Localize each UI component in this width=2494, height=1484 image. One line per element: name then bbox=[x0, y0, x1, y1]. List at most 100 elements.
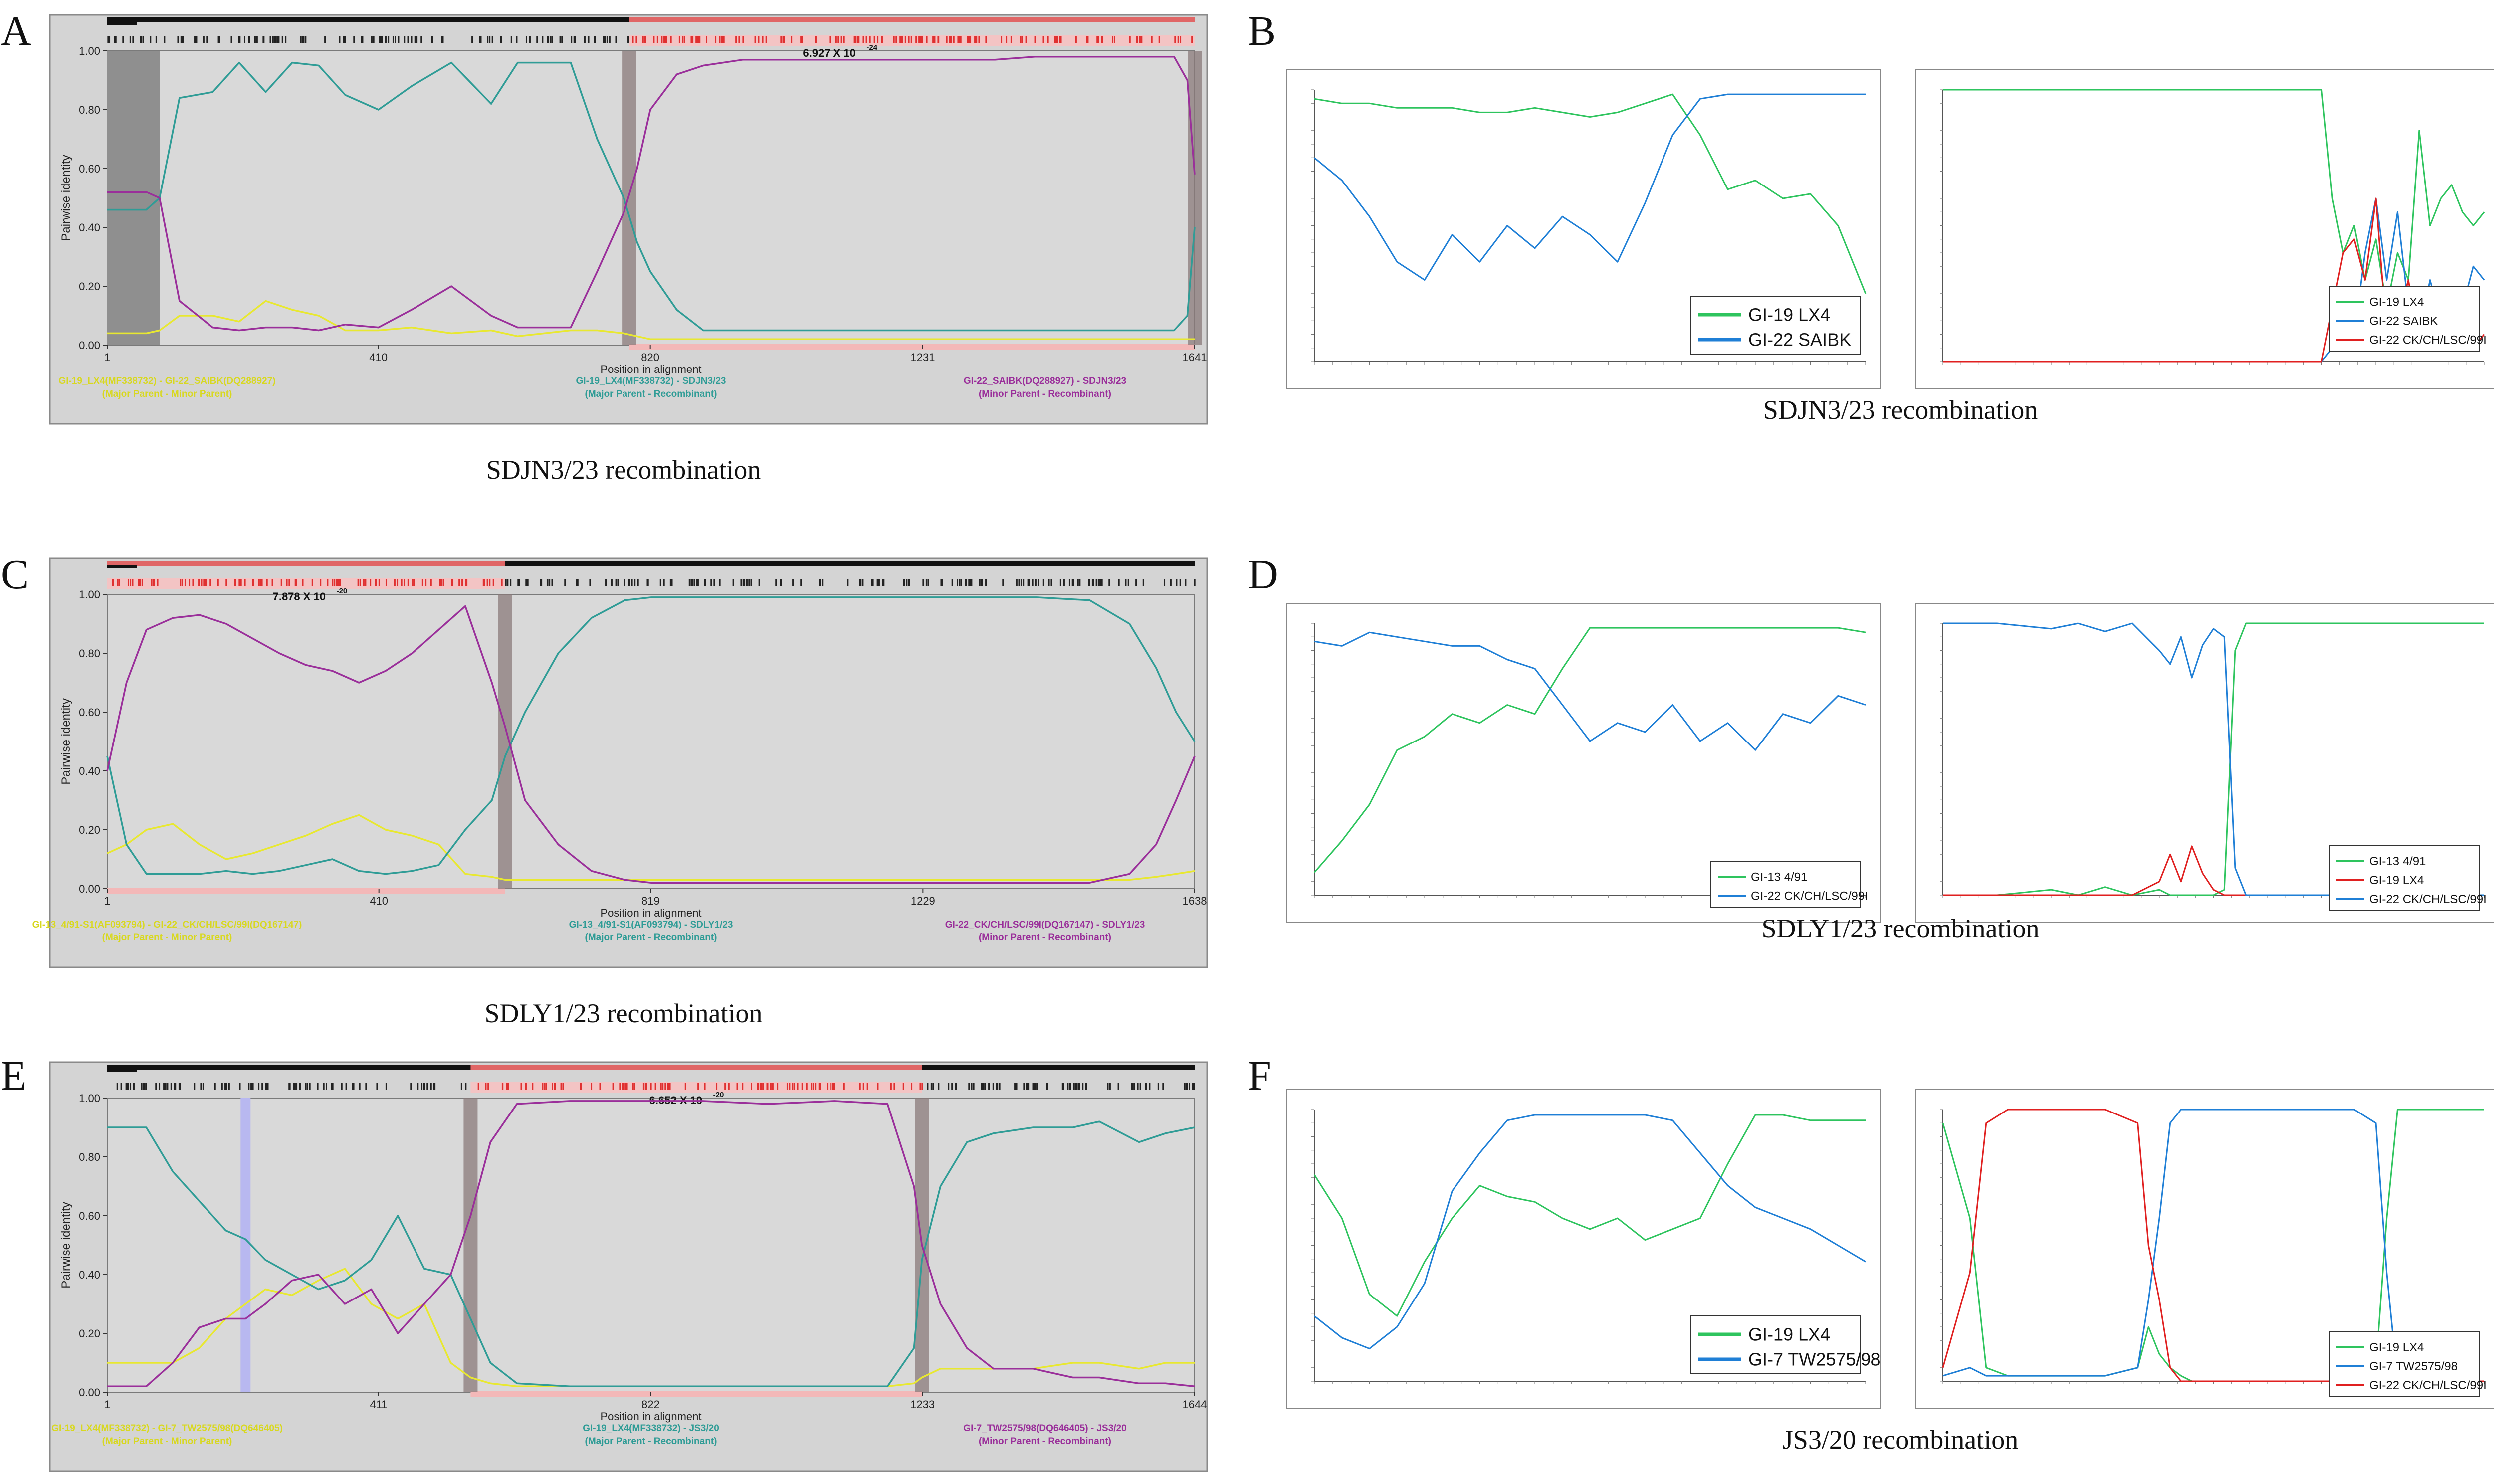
site-marker bbox=[695, 36, 697, 43]
series-line bbox=[1314, 93, 1866, 281]
series-line bbox=[1313, 627, 1866, 873]
breakpoint-band bbox=[1188, 51, 1202, 345]
y-tick-label: 0.20 bbox=[79, 824, 100, 836]
plot-area bbox=[107, 1098, 1195, 1393]
site-marker bbox=[561, 36, 563, 43]
site-marker bbox=[336, 579, 338, 586]
site-marker bbox=[480, 36, 482, 43]
recombinant-bottom-strip bbox=[629, 344, 1195, 350]
panel-caption: SDJN3/23 recombination bbox=[486, 455, 761, 485]
site-marker bbox=[466, 579, 468, 586]
p-value: 7.878 X 10 bbox=[273, 590, 326, 603]
legend-label: GI-22 SAIBK bbox=[1748, 330, 1851, 350]
site-marker bbox=[1133, 1083, 1135, 1090]
site-marker bbox=[950, 36, 952, 43]
site-marker bbox=[951, 579, 953, 586]
site-marker bbox=[1077, 1083, 1079, 1090]
site-marker bbox=[280, 579, 282, 586]
legend-label: GI-7 TW2575/98 bbox=[2369, 1360, 2458, 1373]
site-marker bbox=[615, 579, 617, 586]
site-marker bbox=[516, 36, 518, 43]
site-marker bbox=[416, 36, 418, 43]
site-marker bbox=[697, 579, 699, 586]
site-marker bbox=[754, 36, 756, 43]
site-marker bbox=[738, 36, 740, 43]
site-marker bbox=[627, 36, 629, 43]
site-marker bbox=[970, 36, 972, 43]
site-marker bbox=[204, 579, 206, 586]
site-marker bbox=[612, 1083, 614, 1090]
site-marker bbox=[414, 36, 416, 43]
site-marker bbox=[525, 579, 527, 586]
site-marker bbox=[1068, 579, 1070, 586]
site-marker bbox=[1085, 1083, 1087, 1090]
site-marker bbox=[1145, 1083, 1147, 1090]
site-marker bbox=[254, 36, 256, 43]
y-tick-label: 1.00 bbox=[79, 588, 100, 601]
site-marker bbox=[214, 1083, 216, 1090]
site-marker bbox=[1020, 579, 1022, 586]
site-marker bbox=[960, 36, 962, 43]
site-marker bbox=[194, 1083, 196, 1090]
site-marker bbox=[692, 36, 694, 43]
site-marker bbox=[981, 579, 983, 586]
site-marker bbox=[1047, 36, 1049, 43]
site-marker bbox=[549, 579, 551, 586]
panel-letter: B bbox=[1248, 8, 1276, 54]
site-marker bbox=[217, 36, 219, 43]
x-tick-label: 1638 bbox=[1183, 895, 1207, 907]
site-marker bbox=[783, 36, 785, 43]
site-marker bbox=[164, 36, 166, 43]
site-marker bbox=[599, 1083, 601, 1090]
site-marker bbox=[932, 36, 934, 43]
site-marker bbox=[244, 36, 246, 43]
site-marker bbox=[273, 36, 275, 43]
site-marker bbox=[895, 36, 897, 43]
site-marker bbox=[1125, 579, 1127, 586]
y-tick-label: 0.00 bbox=[79, 339, 100, 352]
site-marker bbox=[532, 1083, 534, 1090]
panel-letter: A bbox=[1, 8, 31, 54]
x-tick-label: 410 bbox=[370, 895, 388, 907]
site-marker bbox=[240, 579, 242, 586]
plot-area bbox=[107, 50, 1195, 346]
site-marker bbox=[696, 579, 698, 586]
site-marker bbox=[976, 36, 978, 43]
site-marker bbox=[421, 1083, 423, 1090]
site-marker bbox=[1179, 579, 1181, 586]
y-tick-label: 0.20 bbox=[79, 280, 100, 293]
site-marker bbox=[337, 579, 339, 586]
recombinant-strip bbox=[107, 578, 505, 589]
site-marker bbox=[940, 579, 942, 586]
legend-entry: GI-22_CK/CH/LSC/99I(DQ167147) - SDLY1/23 bbox=[945, 920, 1145, 930]
site-marker bbox=[129, 36, 131, 43]
site-marker bbox=[296, 1083, 298, 1090]
y-tick-label: 0.60 bbox=[79, 1210, 100, 1222]
site-marker bbox=[487, 1083, 489, 1090]
site-marker bbox=[317, 1083, 319, 1090]
site-marker bbox=[299, 1083, 301, 1090]
site-marker bbox=[261, 1083, 263, 1090]
site-marker bbox=[442, 36, 444, 43]
site-marker bbox=[1157, 1083, 1159, 1090]
site-marker bbox=[1042, 36, 1044, 43]
site-marker bbox=[632, 36, 634, 43]
legend-box bbox=[1690, 296, 1861, 355]
site-marker bbox=[906, 579, 908, 586]
site-marker bbox=[1018, 579, 1020, 586]
site-marker bbox=[619, 1083, 621, 1090]
site-marker bbox=[182, 36, 184, 43]
site-marker bbox=[843, 1083, 845, 1090]
site-marker bbox=[564, 579, 566, 586]
legend-entry: GI-7_TW2575/98(DQ646405) - JS3/20 bbox=[963, 1423, 1126, 1434]
site-marker bbox=[452, 579, 454, 586]
site-marker bbox=[551, 36, 553, 43]
site-marker bbox=[145, 1083, 147, 1090]
site-marker bbox=[500, 36, 502, 43]
legend-subtitle: (Major Parent - Recombinant) bbox=[585, 1436, 717, 1447]
site-marker bbox=[792, 1083, 794, 1090]
site-marker bbox=[878, 579, 880, 586]
site-marker bbox=[843, 36, 845, 43]
x-tick-label: 1641 bbox=[1183, 351, 1207, 364]
site-marker bbox=[617, 579, 619, 586]
